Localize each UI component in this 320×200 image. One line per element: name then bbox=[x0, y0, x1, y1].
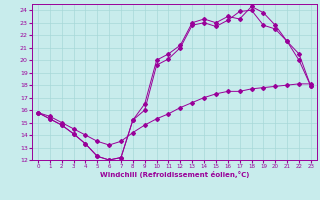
X-axis label: Windchill (Refroidissement éolien,°C): Windchill (Refroidissement éolien,°C) bbox=[100, 171, 249, 178]
